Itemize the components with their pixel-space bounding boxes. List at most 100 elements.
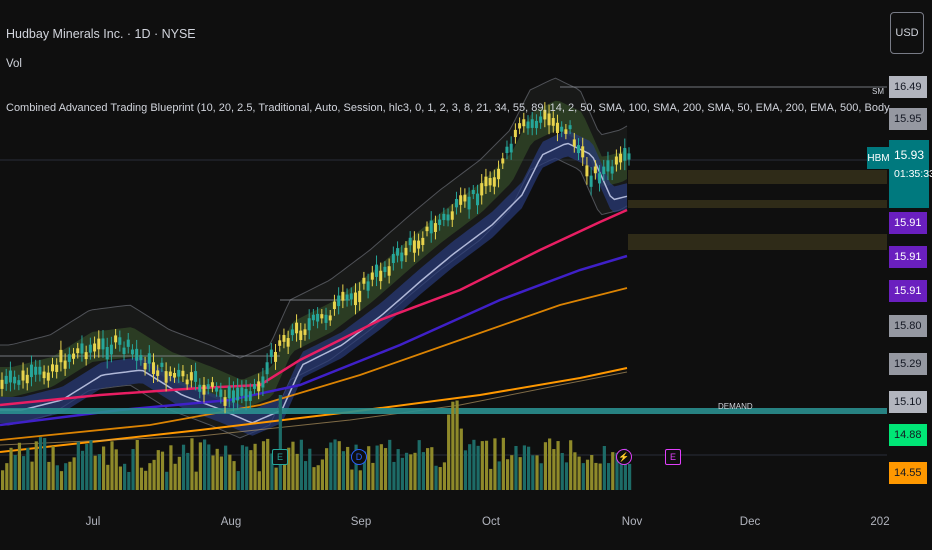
event-marker-earnings-upcoming[interactable]: E bbox=[665, 449, 681, 465]
volume-bar bbox=[514, 445, 518, 490]
volume-bar bbox=[510, 455, 514, 490]
volume-bar bbox=[497, 461, 501, 490]
price-label: 15.95 bbox=[889, 108, 927, 130]
volume-bar bbox=[308, 448, 312, 490]
candle bbox=[412, 240, 416, 253]
indicator-legend[interactable]: Combined Advanced Trading Blueprint (10,… bbox=[6, 102, 890, 114]
candle bbox=[497, 168, 501, 180]
price-label: 15.80 bbox=[889, 315, 927, 337]
candle bbox=[206, 384, 210, 389]
volume-bar bbox=[539, 463, 543, 490]
symbol-title[interactable]: Hudbay Minerals Inc. · 1D · NYSE bbox=[6, 27, 196, 41]
volume-bar bbox=[472, 439, 476, 490]
volume-bar bbox=[295, 453, 299, 490]
candle bbox=[627, 153, 631, 160]
candle bbox=[257, 381, 261, 392]
candle bbox=[484, 176, 488, 187]
candle bbox=[332, 301, 336, 310]
volume-bar bbox=[139, 467, 144, 490]
volume-bar bbox=[224, 445, 228, 490]
candle bbox=[581, 146, 585, 158]
candle bbox=[341, 291, 345, 301]
volume-bar bbox=[346, 446, 350, 490]
candle bbox=[8, 370, 12, 383]
volume-bar bbox=[623, 448, 627, 490]
volume-bar bbox=[312, 467, 316, 490]
volume-bar bbox=[160, 451, 165, 490]
candle bbox=[501, 158, 505, 164]
volume-bar bbox=[156, 450, 160, 490]
candle bbox=[4, 375, 8, 384]
time-axis-label: Dec bbox=[739, 516, 761, 528]
volume-bar bbox=[34, 441, 38, 490]
volume-bar bbox=[379, 444, 383, 490]
candle bbox=[164, 371, 168, 383]
currency-button[interactable]: USD bbox=[890, 12, 924, 54]
volume-bar bbox=[581, 463, 585, 490]
volume-bar bbox=[43, 438, 47, 490]
candle bbox=[396, 248, 400, 256]
candle bbox=[59, 349, 63, 363]
volume-bar bbox=[207, 444, 211, 490]
volume-bar bbox=[619, 451, 623, 490]
volume-bar bbox=[316, 465, 320, 490]
candle bbox=[25, 374, 29, 384]
candle bbox=[568, 125, 572, 130]
volume-bar bbox=[426, 448, 430, 490]
candle bbox=[168, 371, 172, 377]
volume-bar bbox=[5, 463, 9, 490]
candle bbox=[252, 384, 256, 389]
volume-bar bbox=[518, 457, 522, 490]
sma50-line bbox=[0, 208, 628, 407]
volume-bar bbox=[455, 400, 459, 490]
volume-bar bbox=[594, 462, 598, 490]
candle bbox=[147, 353, 151, 364]
candle bbox=[265, 362, 269, 375]
volume-bar bbox=[556, 441, 560, 490]
volume-bar bbox=[198, 442, 202, 490]
volume-bar bbox=[169, 445, 173, 490]
time-axis-label: Aug bbox=[220, 516, 242, 528]
candle bbox=[467, 196, 471, 210]
candle bbox=[391, 254, 395, 264]
event-marker-earnings[interactable]: E bbox=[272, 449, 288, 465]
candle bbox=[122, 347, 126, 355]
candle bbox=[135, 348, 139, 361]
candle bbox=[303, 329, 307, 335]
volume-bar bbox=[585, 459, 590, 490]
candle bbox=[156, 370, 160, 376]
event-marker-split[interactable]: ⚡ bbox=[616, 449, 632, 465]
volume-bar bbox=[80, 450, 85, 490]
bar-countdown: 01:35:33 bbox=[894, 168, 932, 180]
volume-bar bbox=[9, 447, 13, 490]
candle bbox=[602, 166, 606, 175]
volume-bar bbox=[375, 445, 379, 490]
candle bbox=[349, 293, 353, 300]
volume-bar bbox=[127, 471, 131, 490]
volume-indicator-label[interactable]: Vol bbox=[6, 58, 22, 70]
candle bbox=[518, 123, 522, 129]
candle bbox=[80, 343, 84, 354]
candle bbox=[93, 343, 97, 352]
price-label: 15.91 bbox=[889, 280, 927, 302]
time-axis-label: Jul bbox=[85, 516, 101, 528]
candle bbox=[215, 387, 219, 392]
candle bbox=[194, 371, 198, 382]
price-label: 15.91 bbox=[889, 212, 927, 234]
candle bbox=[417, 240, 421, 249]
volume-bar bbox=[303, 461, 308, 490]
symbol-tag: HBM bbox=[867, 147, 890, 169]
candle bbox=[46, 372, 50, 381]
volume-bar bbox=[114, 449, 118, 490]
volume-bar bbox=[110, 441, 114, 490]
candle bbox=[236, 387, 240, 401]
volume-bar bbox=[451, 401, 455, 490]
candle bbox=[274, 351, 278, 362]
volume-bar bbox=[505, 459, 510, 490]
event-marker-dividend[interactable]: D bbox=[351, 449, 367, 465]
volume-bar bbox=[447, 414, 451, 490]
candle bbox=[13, 376, 17, 384]
candle bbox=[282, 335, 286, 342]
volume-bar bbox=[543, 442, 548, 490]
